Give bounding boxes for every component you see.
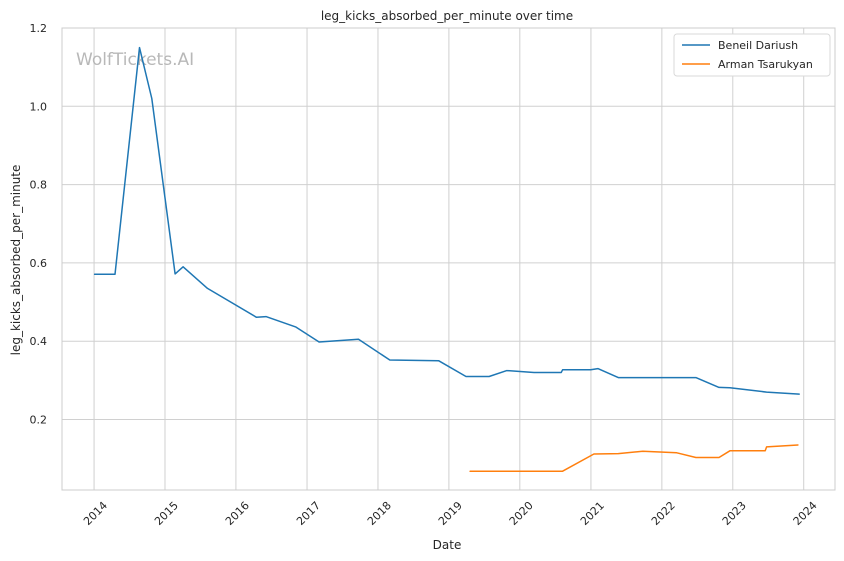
x-axis-title: Date	[433, 538, 462, 552]
series-layer	[93, 46, 800, 472]
plot-frame	[61, 27, 836, 491]
legend: Beneil Dariush Arman Tsarukyan	[673, 33, 831, 77]
y-tick-label: 0.6	[30, 257, 48, 270]
y-tick-labels: 0.2 0.4 0.6 0.8 1.0 1.2	[30, 22, 48, 427]
y-tick-label: 0.2	[30, 414, 48, 427]
series-line-beneil-dariush	[93, 46, 800, 395]
legend-label-beneil-dariush: Beneil Dariush	[718, 39, 798, 52]
y-tick-label: 1.0	[30, 100, 48, 113]
series-line-arman-tsarukyan	[469, 444, 799, 472]
chart-title: leg_kicks_absorbed_per_minute over time	[321, 9, 573, 23]
legend-label-arman-tsarukyan: Arman Tsarukyan	[718, 58, 813, 71]
y-tick-label: 1.2	[30, 22, 48, 35]
y-tick-label: 0.4	[30, 335, 48, 348]
watermark: WolfTickets.AI	[76, 50, 194, 70]
y-axis-title: leg_kicks_absorbed_per_minute	[9, 165, 23, 356]
y-tick-label: 0.8	[30, 179, 48, 192]
legend-box	[673, 33, 831, 77]
